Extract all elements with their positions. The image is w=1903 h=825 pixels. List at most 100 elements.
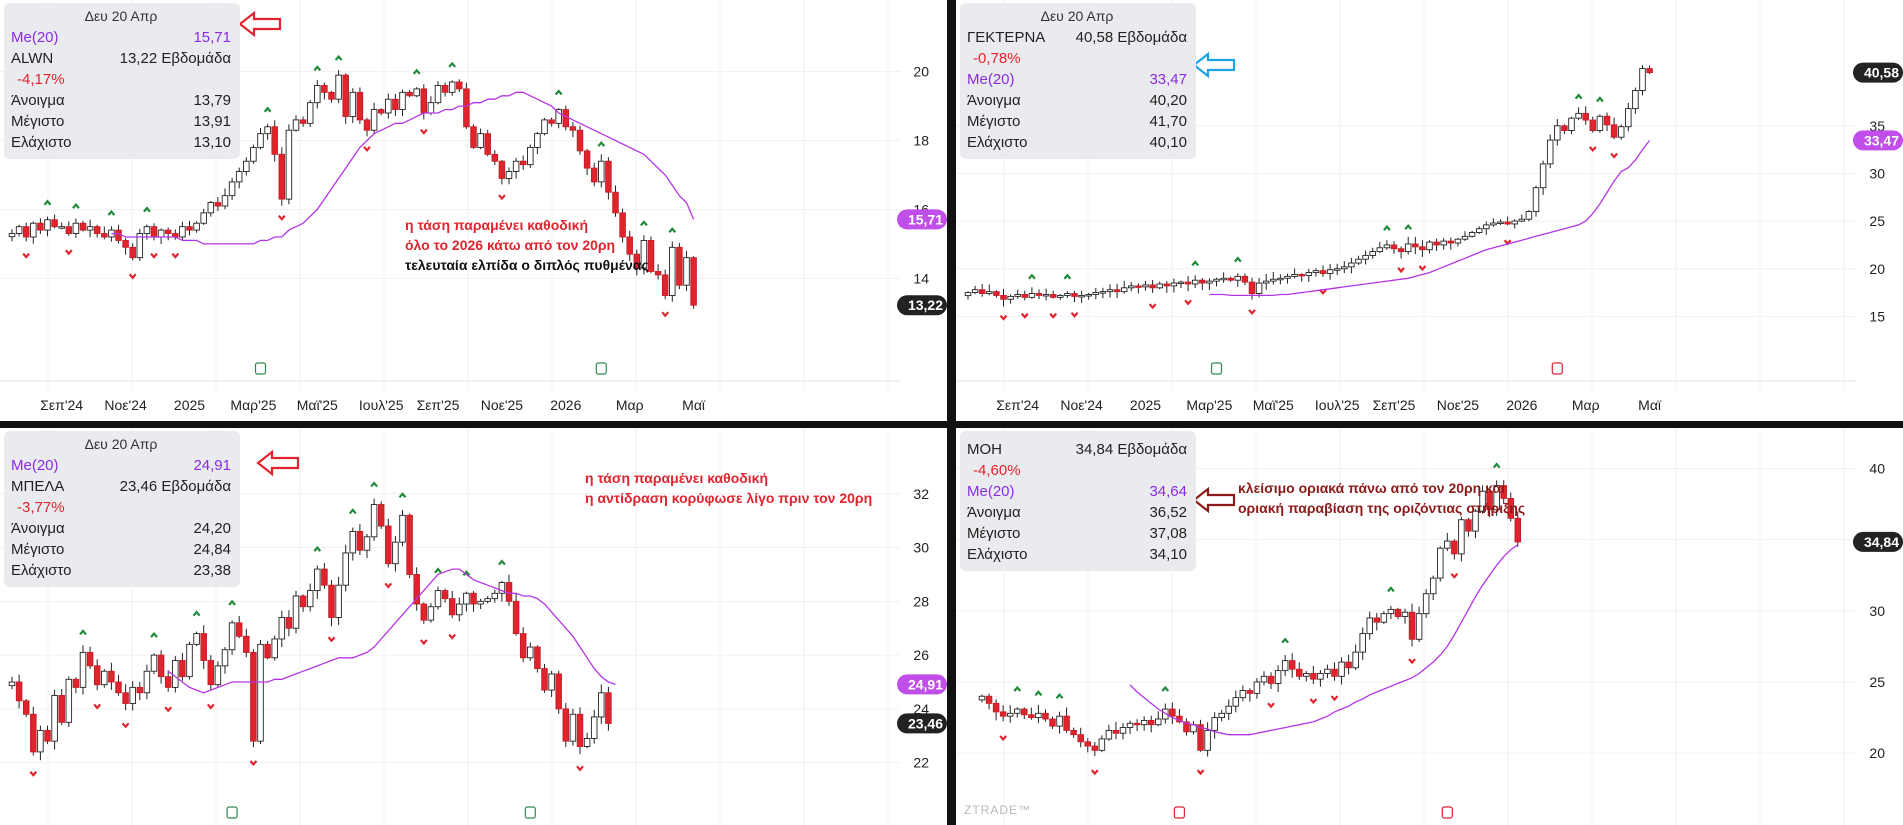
open-label: Άνοιγμα [11,520,65,537]
last-price-tag-label: 13,22 [908,297,943,313]
x-tick-label: Νοε'24 [1060,397,1103,413]
candle-up [477,133,484,148]
swing-high-marker [1383,224,1391,231]
earnings-marker-icon [524,806,536,819]
swing-low-marker [1248,309,1256,316]
swing-low-marker [1070,311,1079,318]
candle-up [1348,262,1355,268]
candle-up [157,229,165,238]
candle-down [1514,517,1522,543]
candle-down [512,600,520,635]
candle-up [1383,244,1391,249]
candle-up [314,84,321,104]
candle-up [1376,247,1384,253]
swing-high-marker [43,199,52,206]
candle-up [1493,485,1500,511]
info-date: Δευ 20 Απρ [1040,8,1114,24]
swing-low-marker [128,273,137,280]
x-tick-label: Μαρ'25 [1186,397,1232,413]
x-tick-label: Νοε'25 [481,397,524,413]
earnings-marker-icon [595,362,607,375]
candle-up [1554,125,1561,141]
candle-up [221,195,229,207]
candle-down [569,126,577,131]
y-tick-label: 28 [913,593,929,609]
candle-down [1331,668,1338,677]
annotation-line: η τάση παραμένει καθοδική [585,470,769,486]
candle-up [1170,282,1178,287]
chart-svg[interactable]: 14161820Σεπ'24Νοε'242025Μαρ'25Μαϊ'25Ιουλ… [0,0,947,421]
x-tick-label: Νοε'24 [104,397,147,413]
candle-down [1408,611,1416,640]
candle-up [541,119,548,135]
candle-down [1084,741,1091,747]
candle-up [1142,284,1149,288]
candle-down [30,713,37,753]
y-tick-label: 14 [913,270,929,286]
candle-down [299,119,307,124]
y-tick-label: 15 [1869,308,1885,324]
candle-up [306,590,314,608]
swing-high-marker [640,220,648,227]
candle-up [349,530,357,554]
candle-down [377,504,385,527]
swing-low-marker [206,703,215,710]
swing-high-marker [668,227,677,233]
candle-up [1341,266,1348,270]
candle-up [1119,727,1127,734]
candle-up [342,552,349,586]
high-value: 13,91 [193,113,231,130]
candle-up [964,292,972,297]
candle-down [690,257,697,306]
candle-down [37,222,44,231]
x-tick-label: Ιουλ'25 [359,397,404,413]
chart-panel-bela[interactable]: 22 24 26 28 30 32 23,46 24,91 Δευ 20 Απρ Me(20) 24… [0,428,947,825]
candle-up [448,81,456,93]
swing-high-marker [313,545,322,552]
candle-up [101,670,108,686]
x-tick-label: Νοε'25 [1437,397,1480,413]
swing-high-marker [1191,260,1200,267]
swing-low-marker [1330,695,1339,702]
candle-up [1532,187,1540,213]
candle-down [164,676,172,688]
chart-panel-gekterna[interactable]: 15 20 25 30 35 Σεπ'24 Νοε'24 2025 Μαρ'25 Μαϊ'25 Ιο… [956,0,1903,421]
candle-up [1437,547,1444,579]
candle-down [1298,274,1305,277]
swing-low-marker [1049,312,1058,319]
ohlc-info-box: Δευ 20 Απρ Me(20) 24,91 ΜΠΕΛΑ 23,46 Εβδομάδα… [4,431,240,587]
candle-down [420,603,428,621]
candle-up [555,109,562,124]
candle-down [470,592,477,605]
candle-up [1472,510,1479,532]
swing-low-marker [1090,769,1099,776]
candle-down [978,289,986,294]
candle-up [1625,108,1632,128]
swing-low-marker [249,760,258,767]
price-period: 13,22 Εβδομάδα [119,50,231,67]
candle-up [264,126,271,135]
candle-up [335,74,342,100]
swing-high-marker [1063,273,1072,280]
swing-high-marker [1387,586,1395,593]
swing-low-marker [576,765,584,772]
y-tick-label: 30 [1869,165,1885,181]
swing-low-marker [1148,303,1157,310]
candle-up [349,91,357,117]
ma20-line [111,91,695,245]
candle-up [1098,738,1106,751]
candle-down [22,226,30,238]
chart-svg[interactable]: 22 24 26 28 30 32 23,46 24,91 [0,428,947,825]
swing-low-marker [1450,572,1459,579]
annotation-line: όλο το 2026 κάτω από τον 20ρη [405,237,616,253]
swing-low-marker [999,735,1007,742]
swing-low-marker [384,582,393,589]
candle-up [1056,715,1063,727]
last-price-tag [897,713,947,734]
candle-up [1078,294,1085,298]
candle-up [1140,719,1148,726]
chart-panel-alwn[interactable]: 14161820Σεπ'24Νοε'242025Μαρ'25Μαϊ'25Ιουλ… [0,0,947,421]
annotation-line: κλείσιμο οριακά πάνω από τον 20ρη και [1238,480,1505,496]
